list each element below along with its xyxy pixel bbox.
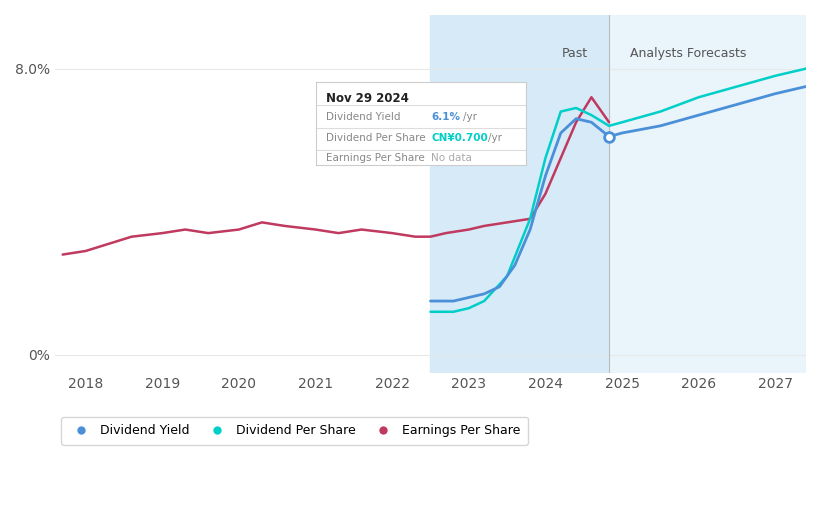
Legend: Dividend Yield, Dividend Per Share, Earnings Per Share: Dividend Yield, Dividend Per Share, Earn… xyxy=(62,417,528,445)
Text: /yr: /yr xyxy=(488,133,502,143)
Text: Nov 29 2024: Nov 29 2024 xyxy=(326,92,409,105)
Text: CN¥0.700: CN¥0.700 xyxy=(431,133,488,143)
Text: No data: No data xyxy=(431,153,472,163)
Text: /yr: /yr xyxy=(463,112,477,121)
Text: 6.1%: 6.1% xyxy=(431,112,461,121)
Bar xyxy=(609,15,806,372)
Text: Analysts Forecasts: Analysts Forecasts xyxy=(630,47,746,60)
Text: Earnings Per Share: Earnings Per Share xyxy=(326,153,425,163)
Text: Past: Past xyxy=(562,47,588,60)
Bar xyxy=(430,15,609,372)
Text: Dividend Per Share: Dividend Per Share xyxy=(326,133,426,143)
Text: Dividend Yield: Dividend Yield xyxy=(326,112,401,121)
